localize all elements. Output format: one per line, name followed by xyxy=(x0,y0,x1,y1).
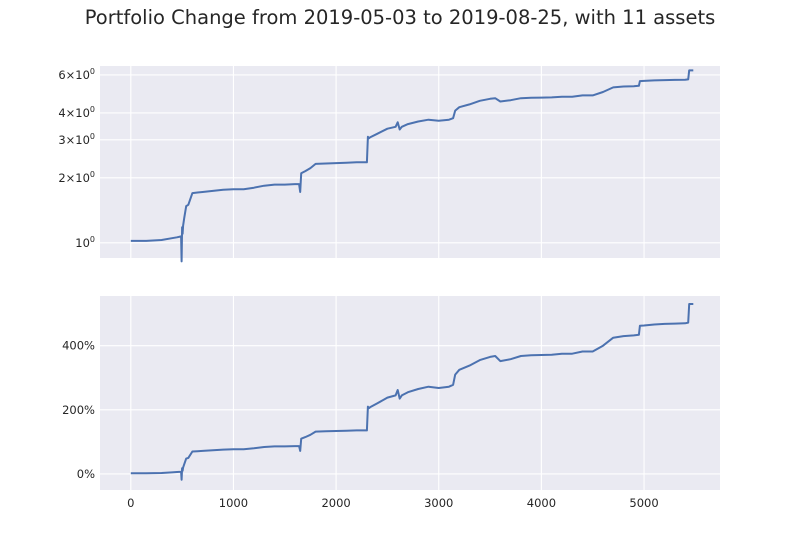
y-tick-label: 100 xyxy=(75,235,95,250)
y-tick-label: 2×100 xyxy=(58,170,95,185)
plot-area xyxy=(100,66,720,258)
x-tick-label: 4000 xyxy=(527,496,556,510)
y-tick-label: 3×100 xyxy=(58,132,95,147)
portfolio-series-line xyxy=(130,69,694,263)
y-tick-label: 400% xyxy=(62,339,95,353)
y-tick-label: 0% xyxy=(77,467,95,481)
y-tick-label: 4×100 xyxy=(58,105,95,120)
chart-title: Portfolio Change from 2019-05-03 to 2019… xyxy=(84,6,716,29)
bottom-panel-percent: 0% 200% 400% 0 1000 2000 3000 4000 5000 xyxy=(62,296,720,510)
x-tick-label: 1000 xyxy=(219,496,248,510)
y-tick-label: 200% xyxy=(62,403,95,417)
x-tick-label: 3000 xyxy=(424,496,453,510)
top-panel-log-scale: 100 2×100 3×100 4×100 6×100 xyxy=(58,66,720,263)
y-tick-label: 6×100 xyxy=(58,67,95,82)
portfolio-series-line xyxy=(130,303,694,481)
x-tick-label: 5000 xyxy=(629,496,658,510)
plot-area xyxy=(100,296,720,490)
x-tick-label: 0 xyxy=(127,496,134,510)
x-tick-label: 2000 xyxy=(321,496,350,510)
